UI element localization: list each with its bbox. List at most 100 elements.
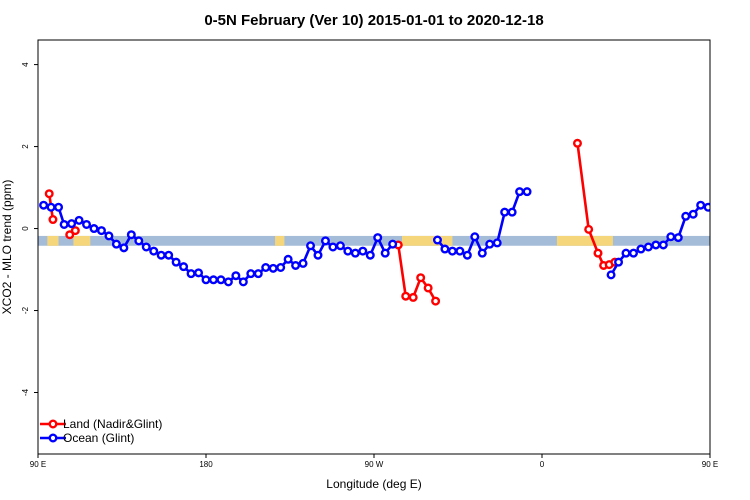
land-data-point — [431, 296, 441, 306]
ocean-data-point — [231, 271, 241, 281]
ocean-data-point — [320, 236, 330, 246]
ocean-data-point — [104, 231, 114, 241]
ocean-legend-marker — [48, 433, 58, 443]
ocean-data-point — [485, 239, 495, 249]
ocean-data-point — [733, 221, 740, 228]
ocean-data-point — [171, 257, 181, 267]
ocean-data-point — [208, 275, 218, 285]
ocean-data-point — [59, 219, 69, 229]
ocean-data-point — [712, 204, 719, 211]
land-data-point — [416, 273, 426, 283]
ocean-data-point — [238, 277, 248, 287]
ocean-data-point — [614, 257, 624, 267]
ocean-data-point — [67, 219, 77, 229]
ocean-data-point — [350, 248, 360, 258]
ocean-data-point — [201, 275, 211, 285]
y-tick-label: 4 — [21, 62, 30, 67]
ocean-data-point — [335, 241, 345, 251]
ocean-data-point — [46, 202, 56, 212]
ocean-data-point — [643, 242, 653, 252]
ocean-data-point — [164, 250, 174, 260]
ocean-data-point — [522, 187, 532, 197]
ocean-data-point — [119, 243, 129, 253]
ocean-data-point — [462, 250, 472, 260]
ocean-legend-label: Ocean (Glint) — [63, 431, 134, 445]
ocean-data-point — [298, 258, 308, 268]
ocean-data-point — [606, 270, 616, 280]
ocean-band — [38, 235, 710, 246]
ocean-data-point — [54, 202, 64, 212]
axes: 90 E 180 90 W 0 90 E -4 -2 0 2 4 — [21, 62, 718, 469]
land-data-point — [572, 138, 582, 148]
ocean-series-line — [716, 205, 750, 255]
ocean-data-point — [328, 242, 338, 252]
x-tick-label: 90 E — [30, 460, 46, 469]
land-data-point — [44, 189, 54, 199]
ocean-data-point — [720, 202, 727, 209]
y-axis-label: XCO2 - MLO trend (ppm) — [0, 180, 14, 315]
ocean-data-point — [276, 262, 286, 272]
ocean-data-point — [96, 226, 106, 236]
ocean-data-point — [216, 275, 226, 285]
ocean-data-point — [688, 209, 698, 219]
ocean-data-point — [440, 244, 450, 254]
x-tick-label: 0 — [540, 460, 545, 469]
land-data-point — [423, 283, 433, 293]
land-data-point — [593, 248, 603, 258]
x-tick-label: 180 — [199, 460, 213, 469]
ocean-data-point — [507, 207, 517, 217]
land-band — [73, 235, 91, 246]
x-axis-label: Longitude (deg E) — [326, 477, 421, 491]
ocean-data-point — [141, 242, 151, 252]
ocean-data-point — [223, 277, 233, 287]
land-data-point — [48, 215, 58, 225]
land-legend-label: Land (Nadir&Glint) — [63, 417, 162, 431]
plot-area — [38, 138, 750, 306]
land-band — [47, 235, 59, 246]
ocean-data-point — [658, 240, 668, 250]
land-band — [402, 235, 453, 246]
ocean-data-point — [673, 233, 683, 243]
land-data-point — [731, 190, 738, 197]
ocean-data-point — [246, 269, 256, 279]
land-legend-marker — [48, 419, 58, 429]
land-series-line — [576, 143, 616, 267]
x-tick-label: 90 E — [702, 460, 718, 469]
land-band — [275, 235, 285, 246]
land-band — [556, 235, 613, 246]
ocean-data-point — [194, 268, 204, 278]
ocean-data-point — [681, 211, 691, 221]
ocean-data-point — [500, 207, 510, 217]
series-group — [39, 138, 750, 306]
ocean-data-point — [156, 250, 166, 260]
ocean-data-point — [39, 200, 49, 210]
ocean-data-point — [455, 246, 465, 256]
ocean-data-point — [111, 239, 121, 249]
ocean-data-point — [291, 260, 301, 270]
ocean-data-point — [492, 238, 502, 248]
ocean-data-point — [696, 200, 706, 210]
y-tick-label: 2 — [21, 144, 30, 149]
land-data-point — [584, 224, 594, 234]
land-data-point — [70, 226, 80, 236]
ocean-data-point — [343, 246, 353, 256]
ocean-data-point — [447, 246, 457, 256]
ocean-data-point — [651, 240, 661, 250]
ocean-data-point — [186, 269, 196, 279]
ocean-data-point — [388, 239, 398, 249]
ocean-data-point — [358, 246, 368, 256]
ocean-data-point — [703, 202, 710, 212]
ocean-data-point — [515, 187, 525, 197]
y-tick-label: 0 — [21, 226, 30, 231]
ocean-data-point — [74, 215, 84, 225]
ocean-data-point — [380, 248, 390, 258]
ocean-data-point — [134, 236, 144, 246]
y-tick-label: -2 — [21, 306, 30, 314]
land-data-point — [408, 292, 418, 302]
ocean-data-point — [283, 254, 293, 264]
ocean-data-point — [727, 204, 734, 211]
ocean-data-point — [89, 224, 99, 234]
ocean-data-point — [149, 246, 159, 256]
ocean-data-point — [477, 248, 487, 258]
